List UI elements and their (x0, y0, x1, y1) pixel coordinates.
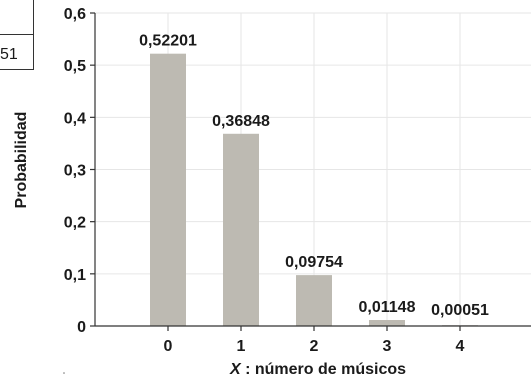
data-label: 0,00051 (431, 302, 489, 319)
x-tick-label: 2 (310, 338, 319, 355)
x-tick-label: 3 (383, 338, 392, 355)
y-tick-label: 0,1 (64, 267, 86, 284)
y-tick-label: 0,3 (64, 163, 86, 180)
bar (296, 275, 332, 326)
x-tick-label: 0 (164, 338, 173, 355)
x-axis-variable: X (229, 361, 242, 378)
stray-dot (63, 372, 65, 374)
data-label: 0,52201 (139, 33, 197, 50)
y-axis-title: Probabilidad (13, 112, 30, 209)
cropped-table-fragment: 51 (0, 0, 34, 70)
y-tick-label: 0,2 (64, 215, 86, 232)
fragment-text: 51 (0, 46, 18, 63)
data-label: 0,36848 (212, 113, 270, 130)
bar (150, 53, 186, 326)
y-tick-label: 0 (77, 319, 86, 336)
bar (223, 133, 259, 326)
x-axis-title: X : número de músicos (229, 361, 406, 378)
axes (90, 12, 531, 331)
x-tick-label: 1 (237, 338, 246, 355)
x-tick-label: 4 (456, 338, 465, 355)
data-label: 0,09754 (285, 254, 343, 271)
x-axis-description: : número de músicos (241, 361, 406, 378)
y-tick-label: 0,5 (64, 58, 86, 75)
bars (150, 53, 478, 326)
y-tick-label: 0,6 (64, 6, 86, 23)
data-label: 0,01148 (359, 299, 416, 316)
bar (369, 320, 405, 326)
y-tick-label: 0,4 (64, 110, 86, 127)
labels: 0 0,1 0,2 0,3 0,4 0,5 0,6 0 1 2 3 4 0,52201 0,36848 0,… (64, 6, 489, 355)
